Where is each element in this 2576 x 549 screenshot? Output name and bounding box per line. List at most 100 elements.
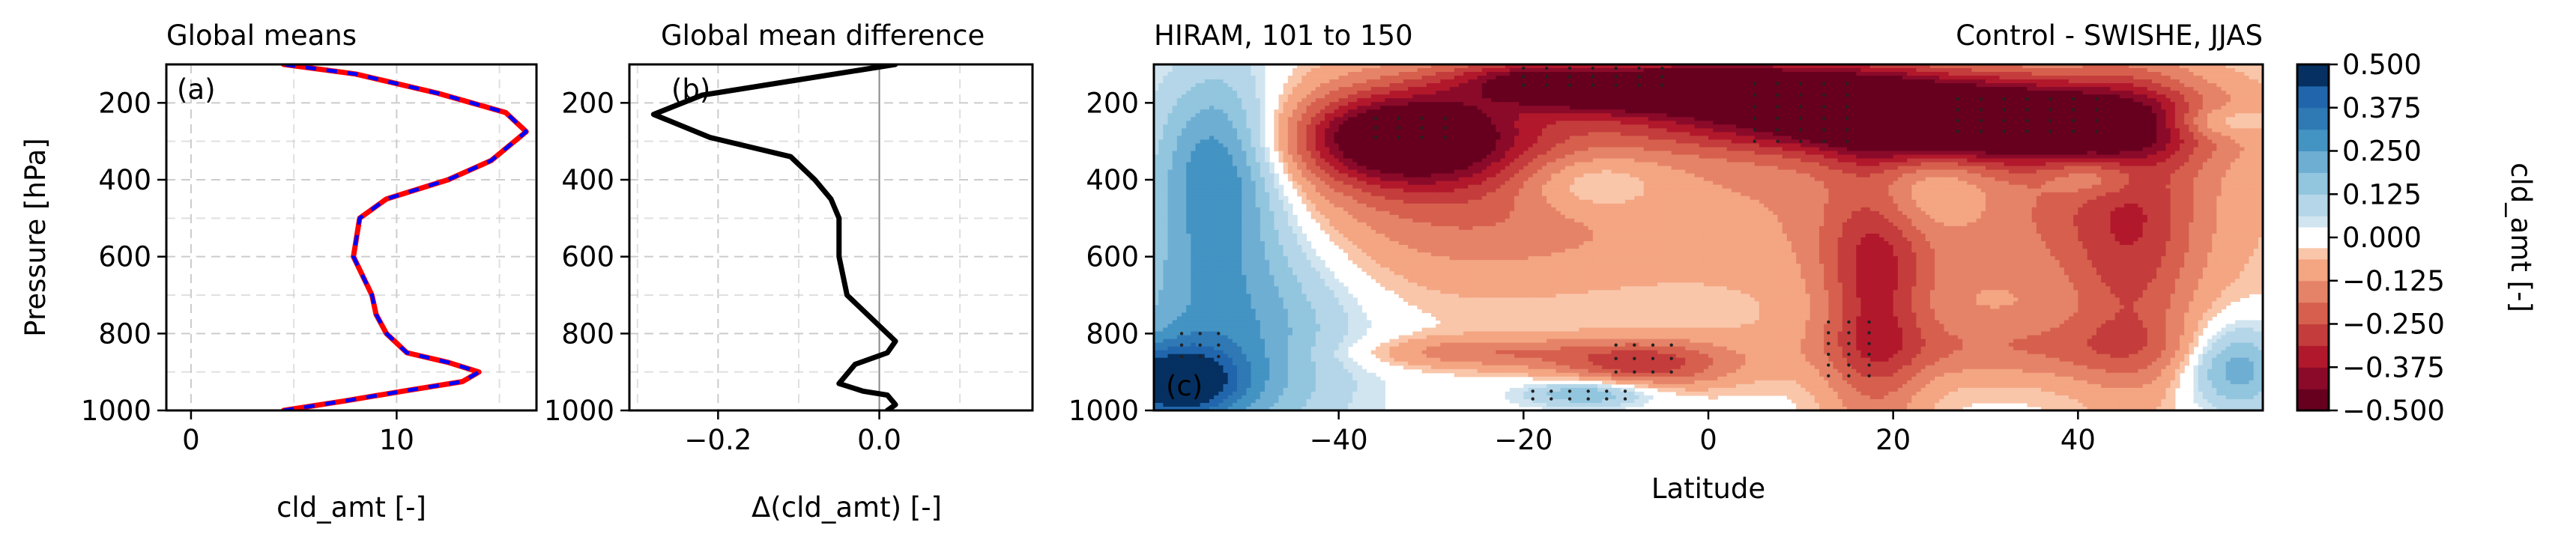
field-cell	[1338, 124, 1344, 129]
field-cell	[1888, 124, 1894, 129]
field-cell	[1902, 94, 1908, 99]
field-cell	[1962, 72, 1968, 76]
field-cell	[1588, 136, 1594, 141]
field-cell	[2124, 117, 2129, 121]
field-cell	[1532, 64, 1538, 69]
field-cell	[2193, 91, 2199, 95]
field-cell	[1389, 124, 1395, 129]
field-cell	[1606, 128, 1612, 133]
field-cell	[2212, 94, 2217, 99]
field-cell	[1338, 128, 1344, 133]
field-cell	[2184, 102, 2189, 106]
field-cell	[2008, 132, 2014, 137]
field-cell	[1750, 132, 1756, 137]
field-cell	[1837, 76, 1843, 80]
field-cell	[1708, 87, 1714, 91]
field-cell	[1597, 132, 1603, 137]
field-cell	[1297, 132, 1302, 137]
field-cell	[1860, 68, 1866, 73]
field-cell	[1315, 94, 1321, 99]
field-cell	[1690, 124, 1696, 129]
field-cell	[1315, 102, 1321, 106]
field-cell	[1939, 68, 1945, 73]
field-cell	[1505, 109, 1511, 114]
field-cell	[1260, 64, 1266, 69]
field-cell	[2027, 124, 2033, 129]
field-cell	[1481, 132, 1487, 137]
field-cell	[1292, 79, 1298, 84]
field-cell	[1953, 113, 1959, 118]
field-cell	[1287, 124, 1293, 129]
field-cell	[1902, 109, 1908, 114]
field-cell	[2105, 121, 2111, 125]
field-cell	[1736, 124, 1741, 129]
field-cell	[1542, 109, 1547, 114]
field-cell	[1204, 91, 1210, 95]
field-cell	[1847, 79, 1852, 84]
field-cell	[2124, 136, 2129, 141]
field-cell	[1260, 136, 1266, 141]
field-cell	[1454, 91, 1460, 95]
field-cell	[2114, 79, 2120, 84]
field-cell	[2096, 79, 2102, 84]
field-cell	[1944, 76, 1950, 80]
field-cell	[1385, 117, 1391, 121]
field-cell	[1875, 83, 1880, 88]
field-cell	[2202, 91, 2208, 95]
field-cell	[1741, 117, 1746, 121]
field-cell	[1315, 87, 1321, 91]
field-cell	[1287, 121, 1293, 125]
field-cell	[1361, 83, 1367, 88]
field-cell	[1191, 136, 1197, 141]
field-cell	[2212, 106, 2217, 110]
field-cell	[1990, 109, 1995, 114]
field-cell	[1630, 117, 1635, 121]
field-cell	[1487, 139, 1492, 145]
field-cell	[2008, 76, 2014, 80]
field-cell	[1431, 94, 1436, 99]
field-cell	[1750, 121, 1756, 125]
field-cell	[2073, 132, 2078, 137]
field-cell	[1403, 106, 1409, 110]
field-cell	[1805, 72, 1811, 76]
field-cell	[2202, 136, 2208, 141]
panel-b-xtick-label-1: 0.0	[857, 424, 901, 456]
field-cell	[2055, 98, 2061, 103]
field-cell	[2253, 132, 2259, 137]
field-cell	[1602, 76, 1607, 80]
field-cell	[1315, 76, 1321, 80]
field-cell	[2147, 128, 2153, 133]
field-cell	[1421, 136, 1427, 141]
field-cell	[1611, 79, 1617, 84]
field-cell	[1675, 106, 1681, 110]
field-cell	[1897, 94, 1903, 99]
field-cell	[1348, 87, 1353, 91]
field-cell	[2004, 136, 2010, 141]
field-cell	[2189, 136, 2195, 141]
field-cell	[1671, 91, 1677, 95]
field-cell	[2082, 109, 2088, 114]
field-cell	[2096, 64, 2102, 69]
field-cell	[2129, 76, 2134, 80]
field-cell	[1417, 79, 1423, 84]
field-cell	[1851, 128, 1857, 133]
field-cell	[2046, 87, 2051, 91]
field-cell	[1995, 87, 2001, 91]
field-cell	[1971, 124, 1977, 129]
field-cell	[1376, 64, 1381, 69]
field-cell	[1583, 76, 1589, 80]
field-cell	[1837, 124, 1843, 129]
field-cell	[1768, 68, 1774, 73]
field-cell	[1283, 102, 1289, 106]
field-cell	[2170, 121, 2176, 125]
field-cell	[1754, 102, 1760, 106]
field-cell	[1232, 117, 1238, 121]
field-cell	[1875, 76, 1880, 80]
field-cell	[1232, 113, 1238, 118]
field-cell	[1773, 139, 1779, 145]
field-cell	[1237, 98, 1242, 103]
field-cell	[2253, 124, 2259, 129]
field-cell	[1496, 113, 1502, 118]
field-cell	[1967, 128, 1973, 133]
field-cell	[1597, 98, 1603, 103]
